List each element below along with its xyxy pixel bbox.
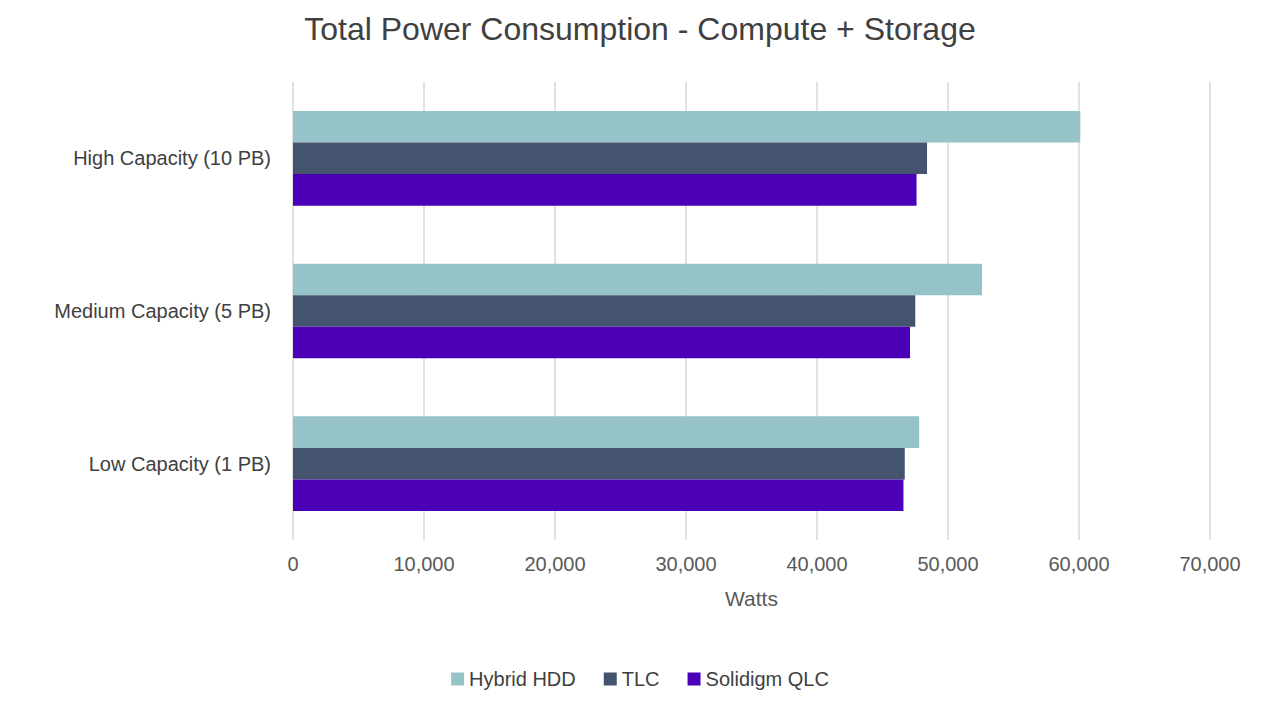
- svg-text:TLC: TLC: [622, 668, 660, 690]
- svg-text:70,000: 70,000: [1179, 553, 1240, 575]
- svg-text:40,000: 40,000: [786, 553, 847, 575]
- svg-text:20,000: 20,000: [524, 553, 585, 575]
- svg-text:High Capacity (10 PB): High Capacity (10 PB): [73, 147, 271, 169]
- svg-text:30,000: 30,000: [655, 553, 716, 575]
- svg-text:Hybrid HDD: Hybrid HDD: [469, 668, 576, 690]
- svg-text:Watts: Watts: [725, 587, 778, 610]
- svg-text:50,000: 50,000: [917, 553, 978, 575]
- svg-text:Total Power Consumption - Comp: Total Power Consumption - Compute + Stor…: [304, 11, 975, 47]
- svg-text:Low Capacity (1 PB): Low Capacity (1 PB): [89, 453, 271, 475]
- svg-text:Solidigm QLC: Solidigm QLC: [706, 668, 829, 690]
- svg-text:10,000: 10,000: [393, 553, 454, 575]
- svg-text:0: 0: [287, 553, 298, 575]
- svg-text:60,000: 60,000: [1048, 553, 1109, 575]
- svg-text:Medium Capacity (5 PB): Medium Capacity (5 PB): [54, 300, 271, 322]
